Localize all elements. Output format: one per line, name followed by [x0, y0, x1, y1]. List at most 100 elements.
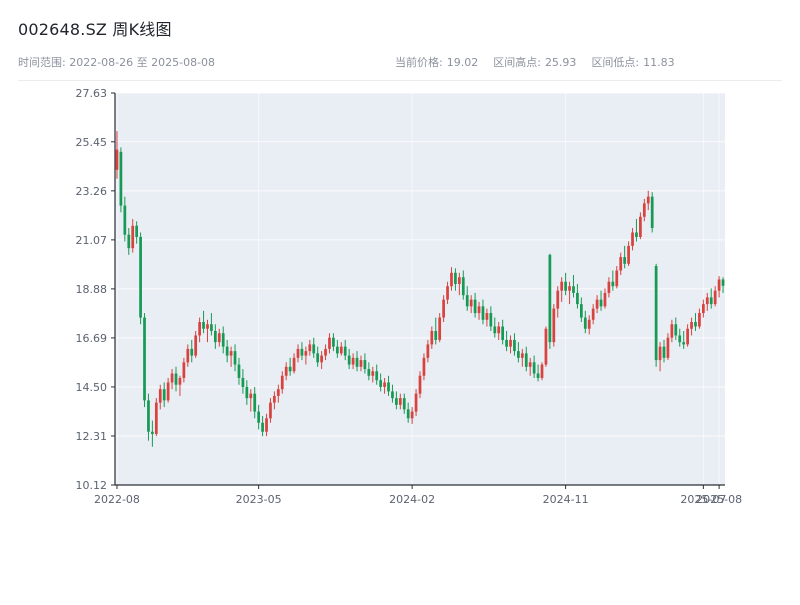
candle-body — [217, 333, 221, 343]
candle-body — [269, 402, 272, 419]
candle-body — [426, 344, 430, 358]
candle-body — [265, 418, 268, 432]
x-tick-label: 2024-11 — [543, 493, 589, 506]
candle-body — [713, 290, 717, 305]
candle-body — [654, 266, 658, 361]
candle-body — [599, 299, 603, 307]
candle-body — [446, 286, 449, 300]
candle-body — [178, 377, 182, 385]
candle-body — [540, 364, 544, 378]
candle-body — [166, 382, 170, 401]
candle-body — [666, 337, 670, 358]
candle-body — [615, 270, 619, 287]
candle-body — [493, 326, 497, 334]
candle-body — [721, 279, 725, 286]
candle-body — [536, 373, 540, 378]
candle-body — [206, 324, 209, 329]
candle-body — [583, 317, 587, 329]
candle-body — [619, 257, 623, 271]
candle-body — [477, 306, 481, 314]
candle-body — [245, 386, 249, 399]
candle-body — [308, 344, 312, 352]
candle-body — [709, 297, 713, 305]
candle-body — [438, 317, 442, 340]
candle-body — [300, 348, 304, 356]
candle-body — [454, 272, 457, 284]
candle-body — [151, 431, 154, 434]
candle-body — [182, 362, 186, 378]
candle-body — [351, 357, 355, 365]
candle-body — [639, 216, 642, 237]
candle-body — [414, 393, 418, 412]
page-title: 002648.SZ 周K线图 — [18, 20, 172, 39]
candle-body — [198, 322, 201, 336]
candle-body — [607, 281, 611, 293]
chart-header: 002648.SZ 周K线图 时间范围: 2022-08-26 至 2025-0… — [0, 0, 800, 81]
candle-body — [335, 346, 339, 354]
candle-body — [481, 306, 485, 320]
current-price-value: 19.02 — [446, 56, 479, 69]
candle-body — [320, 355, 323, 363]
candle-body — [324, 348, 327, 356]
candle-body — [316, 353, 320, 363]
current-price-label: 当前价格: — [395, 56, 443, 69]
candle-body — [375, 371, 379, 381]
candle-body — [296, 348, 300, 358]
candle-body — [678, 335, 682, 343]
y-tick-label: 23.26 — [76, 185, 108, 198]
candle-body — [469, 299, 473, 307]
candle-body — [701, 304, 705, 314]
candle-body — [650, 196, 654, 228]
candle-body — [249, 393, 253, 399]
candle-body — [395, 398, 398, 405]
x-tick-label: 2025-08 — [696, 493, 742, 506]
candle-body — [548, 254, 552, 343]
candle-body — [497, 326, 501, 334]
candle-body — [682, 342, 686, 345]
candle-body — [379, 380, 383, 387]
candle-body — [115, 149, 119, 170]
candle-body — [158, 389, 162, 403]
candle-body — [717, 279, 721, 291]
y-tick-label: 10.12 — [76, 479, 108, 492]
candle-body — [524, 353, 528, 367]
candle-body — [627, 245, 630, 264]
candle-body — [363, 360, 367, 370]
candle-body — [162, 389, 166, 401]
candle-body — [662, 346, 666, 358]
candle-body — [119, 151, 123, 206]
candle-body — [631, 232, 634, 246]
candle-body — [485, 313, 489, 320]
meta-row: 时间范围: 2022-08-26 至 2025-08-08 当前价格: 19.02… — [18, 54, 782, 81]
candle-body — [402, 398, 406, 410]
range-high-value: 25.93 — [544, 56, 577, 69]
candle-body — [367, 369, 371, 376]
candle-body — [705, 297, 709, 305]
y-tick-label: 18.88 — [76, 283, 108, 296]
candle-body — [257, 411, 261, 423]
time-range-label: 时间范围: 2022-08-26 至 2025-08-08 — [18, 56, 216, 69]
candle-body — [646, 196, 650, 204]
candle-body — [552, 308, 556, 343]
candle-body — [595, 299, 599, 309]
candle-body — [422, 357, 426, 376]
candle-body — [139, 236, 142, 318]
candle-body — [670, 324, 674, 338]
candle-body — [194, 335, 198, 356]
candle-body — [410, 411, 414, 419]
candle-body — [127, 234, 131, 249]
candle-body — [284, 366, 288, 376]
candle-body — [517, 351, 520, 358]
x-tick-label: 2024-02 — [389, 493, 435, 506]
candle-body — [398, 398, 402, 405]
candle-body — [611, 281, 615, 287]
candle-body — [233, 351, 237, 365]
candle-body — [371, 371, 375, 376]
candle-body — [190, 348, 194, 356]
price-stats: 当前价格: 19.02 区间高点: 25.93 区间低点: 11.83 — [395, 54, 675, 70]
candle-body — [276, 389, 280, 396]
candle-body — [489, 313, 493, 327]
candle-body — [154, 402, 158, 434]
candle-body — [587, 319, 591, 329]
